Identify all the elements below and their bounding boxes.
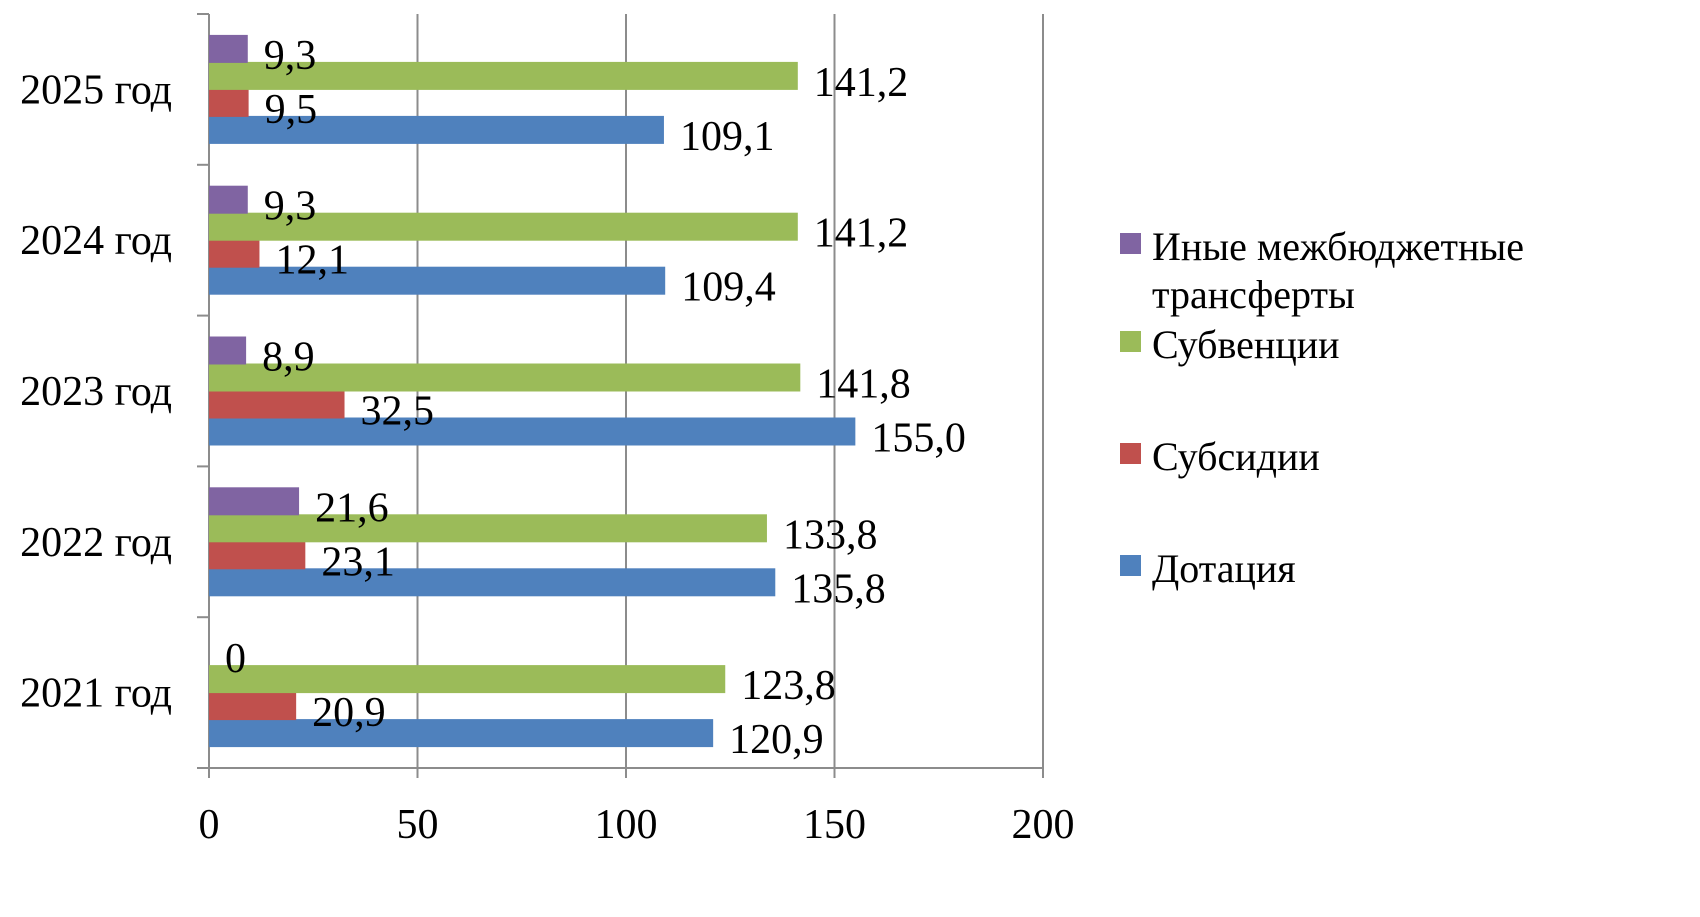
legend-swatch (1120, 555, 1141, 576)
data-label: 141,2 (814, 211, 909, 257)
bar (209, 185, 248, 214)
data-label: 20,9 (312, 690, 386, 736)
bar (209, 239, 260, 268)
bar (209, 266, 666, 295)
data-label: 0 (225, 636, 246, 682)
data-label: 9,3 (264, 33, 317, 79)
bar (209, 34, 248, 63)
x-tick-label: 50 (397, 802, 439, 848)
y-category-label: 2024 год (20, 218, 172, 264)
bar (209, 212, 798, 241)
data-label: 8,9 (262, 335, 315, 381)
data-label: 9,3 (264, 184, 317, 230)
bar (209, 390, 345, 419)
data-label: 109,1 (680, 114, 775, 160)
bar (209, 719, 714, 748)
data-label: 12,1 (275, 238, 349, 284)
y-category-label: 2025 год (20, 67, 172, 113)
bar (209, 514, 767, 543)
legend-label: Иные межбюджетные (1152, 224, 1524, 269)
x-tick-label: 100 (595, 802, 658, 848)
bar (209, 665, 726, 694)
data-label: 141,2 (814, 60, 909, 106)
data-label: 23,1 (321, 539, 395, 585)
data-label: 133,8 (783, 512, 878, 558)
y-category-label: 2022 год (20, 520, 172, 566)
legend-swatch (1120, 443, 1141, 464)
bar (209, 417, 856, 446)
y-category-label: 2021 год (20, 671, 172, 717)
bar (209, 88, 249, 117)
bar (209, 568, 776, 597)
bar (209, 692, 297, 721)
bar (209, 541, 306, 570)
data-label: 141,8 (816, 362, 911, 408)
bar (209, 363, 801, 392)
bar (209, 115, 664, 144)
data-label-layer: 120,9 20,9 123,8 0 135,8 23,1 133,8 21,6 155,0 32… (225, 33, 966, 763)
data-label: 120,9 (729, 717, 824, 763)
bar (209, 61, 798, 90)
x-tick-label: 200 (1012, 802, 1075, 848)
data-label: 135,8 (791, 566, 886, 612)
data-label: 155,0 (871, 416, 966, 462)
x-tick-label: 0 (199, 802, 220, 848)
legend-swatch (1120, 233, 1141, 254)
x-tick-label: 150 (803, 802, 866, 848)
legend-label: Субвенции (1152, 322, 1340, 367)
legend-label: Субсидии (1152, 434, 1320, 479)
legend-swatch (1120, 331, 1141, 352)
legend-label: трансферты (1152, 272, 1355, 317)
data-label: 32,5 (361, 389, 435, 435)
data-label: 109,4 (681, 265, 776, 311)
bar (209, 336, 247, 365)
data-label: 123,8 (741, 663, 836, 709)
bar-layer (209, 34, 856, 748)
y-category-label: 2023 год (20, 369, 172, 415)
legend-label: Дотация (1152, 546, 1296, 591)
data-label: 9,5 (265, 87, 318, 133)
data-label: 21,6 (315, 485, 389, 531)
bar (209, 487, 300, 516)
